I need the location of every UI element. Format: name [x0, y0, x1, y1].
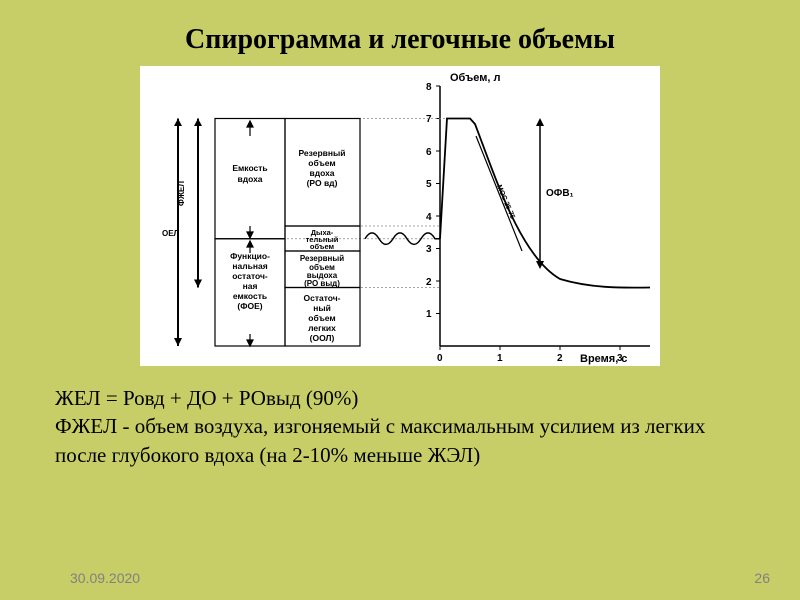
- date-footer: 30.09.2020: [70, 570, 140, 586]
- svg-text:2: 2: [557, 353, 563, 364]
- svg-text:ный: ный: [313, 303, 331, 313]
- svg-text:2: 2: [426, 277, 432, 288]
- svg-text:объем: объем: [308, 313, 335, 323]
- svg-text:Емкость: Емкость: [232, 163, 267, 173]
- svg-text:вдоха: вдоха: [309, 168, 334, 178]
- svg-text:емкость: емкость: [233, 291, 267, 301]
- svg-text:нальная: нальная: [232, 261, 267, 271]
- svg-text:1: 1: [497, 353, 503, 364]
- svg-text:8: 8: [426, 82, 432, 93]
- svg-text:остаточ-: остаточ-: [232, 271, 268, 281]
- svg-text:вдоха: вдоха: [237, 174, 262, 184]
- svg-text:7: 7: [426, 114, 432, 125]
- svg-text:Остаточ-: Остаточ-: [303, 293, 340, 303]
- svg-text:4: 4: [426, 212, 432, 223]
- svg-text:Резервный: Резервный: [298, 148, 345, 158]
- oel-label: ОЕЛ: [162, 229, 180, 238]
- svg-text:0: 0: [437, 353, 443, 364]
- svg-text:Резервный: Резервный: [300, 254, 344, 263]
- definition-line: ФЖЕЛ - объем воздуха, изгоняемый с макси…: [55, 412, 760, 469]
- svg-text:(ООЛ): (ООЛ): [310, 333, 335, 343]
- svg-text:ная: ная: [243, 281, 258, 291]
- page-number: 26: [754, 570, 770, 586]
- svg-text:(ФОЕ): (ФОЕ): [237, 301, 262, 311]
- svg-text:объем: объем: [310, 242, 335, 251]
- svg-text:(РО вд): (РО вд): [307, 178, 338, 188]
- y-axis-label: Объем, л: [450, 72, 500, 84]
- page-title: Спирограмма и легочные объемы: [0, 0, 800, 56]
- svg-text:3: 3: [426, 244, 432, 255]
- svg-text:(РО выд): (РО выд): [304, 279, 340, 288]
- svg-text:объем: объем: [308, 158, 335, 168]
- svg-text:5: 5: [426, 179, 432, 190]
- formula-line: ЖЕЛ = Ровд + ДО + РОвыд (90%): [55, 384, 760, 412]
- ofv-label: ОФВ₁: [546, 188, 574, 199]
- spirogram-diagram: Объем, л Время, с 1 2 3 4 5 6 7 8 0 1 2 …: [140, 66, 660, 366]
- svg-text:1: 1: [426, 309, 432, 320]
- body-text: ЖЕЛ = Ровд + ДО + РОвыд (90%) ФЖЕЛ - объ…: [55, 384, 760, 469]
- mos-label: МОС 25-75: [495, 184, 516, 220]
- svg-text:6: 6: [426, 147, 432, 158]
- svg-text:3: 3: [617, 353, 623, 364]
- fzhel-label: ФЖЕЛ: [177, 181, 186, 206]
- svg-text:легких: легких: [308, 323, 336, 333]
